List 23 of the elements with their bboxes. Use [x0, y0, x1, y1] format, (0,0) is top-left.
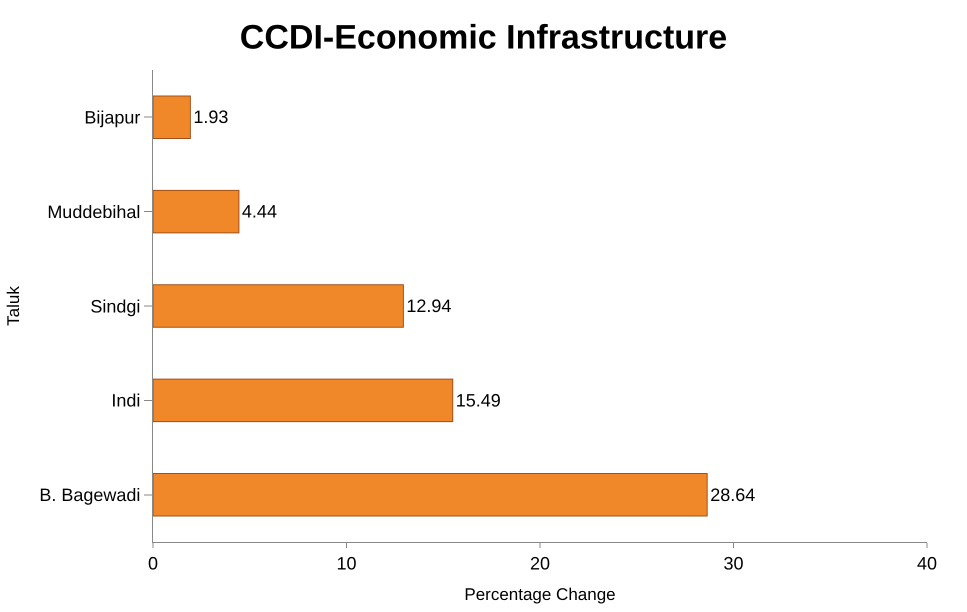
x-tick-label: 0 [148, 554, 158, 574]
y-tick-label: Muddebihal [47, 202, 140, 222]
bar [153, 95, 191, 139]
data-label: 12.94 [406, 296, 452, 316]
data-label: 1.93 [193, 107, 228, 128]
bar [153, 284, 404, 328]
x-tick-label: 20 [530, 554, 550, 574]
bar [153, 190, 240, 234]
bar [153, 378, 454, 422]
x-tick-label: 30 [723, 554, 744, 574]
y-tick-label: Sindgi [90, 296, 140, 316]
x-axis-title: Percentage Change [464, 585, 616, 604]
data-label: 28.64 [710, 484, 756, 505]
y-tick-label: B. Bagewadi [39, 485, 140, 506]
data-label: 15.49 [456, 390, 501, 410]
bar [153, 473, 708, 517]
y-axis-title: Taluk [4, 286, 23, 326]
y-tick-label: Bijapur [84, 108, 140, 128]
y-tick-label: Indi [111, 390, 140, 411]
data-label: 4.44 [242, 202, 277, 222]
x-tick-label: 10 [336, 554, 357, 574]
x-tick-label: 40 [916, 554, 938, 574]
chart-title: CCDI-Economic Infrastructure [240, 18, 728, 56]
